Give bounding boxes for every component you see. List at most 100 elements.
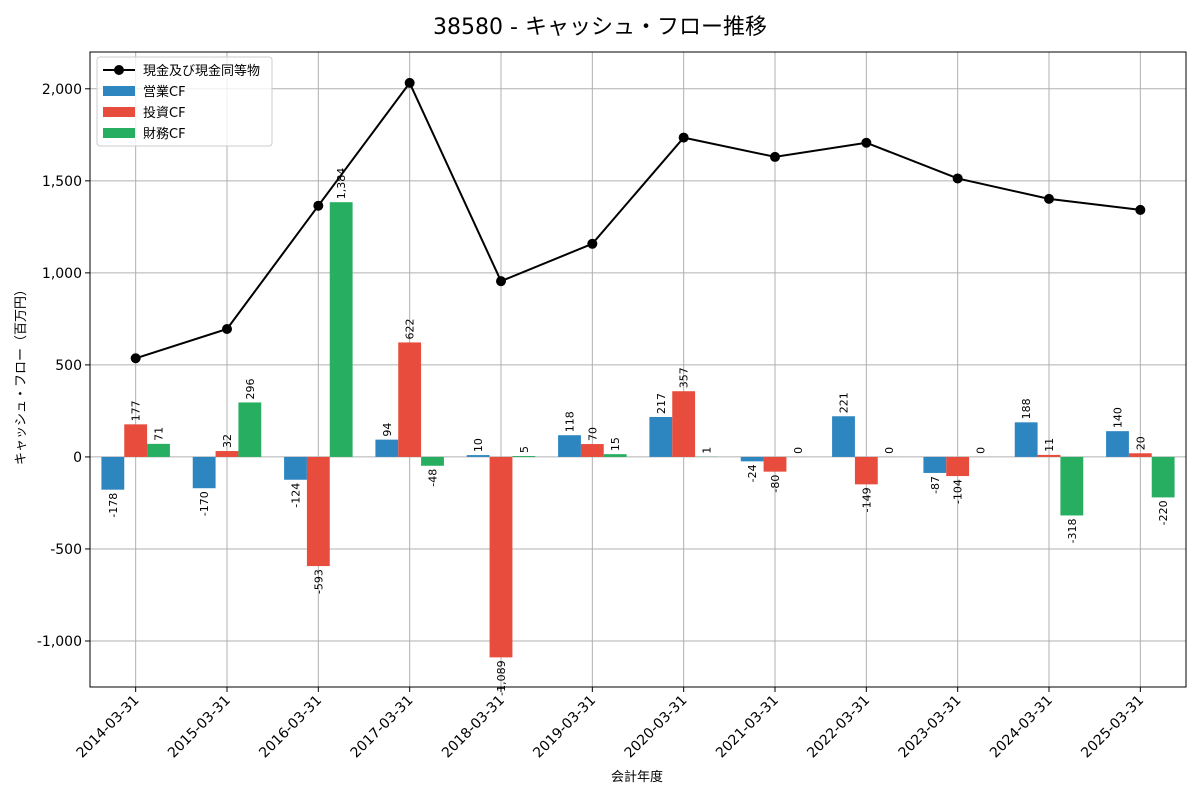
bar-value-label: -48: [427, 469, 440, 487]
bar-operating: [466, 455, 490, 457]
bar-financing: [512, 456, 536, 457]
bar-investing: [306, 456, 330, 567]
bar-value-label: 0: [975, 447, 988, 454]
x-tick-label: 2014-03-31: [74, 693, 143, 762]
cash-line-layer: [130, 77, 1146, 364]
y-axis: -1,000 -500 0 500 1,000 1,500 2,000: [37, 82, 90, 650]
y-tick-label: 500: [55, 358, 82, 374]
bar-operating: [740, 456, 764, 462]
bar-financing: [238, 402, 262, 457]
plot-frame: [89, 51, 1187, 688]
bar-value-label: -170: [198, 491, 211, 516]
bars: [101, 202, 1175, 658]
x-tick-label: 2025-03-31: [1078, 693, 1147, 762]
bar-value-label: -24: [746, 464, 759, 482]
cash-point: [1044, 193, 1054, 204]
bar-value-label: 357: [678, 367, 691, 388]
chart-title: 38580 - キャッシュ・フロー推移: [433, 15, 767, 40]
bar-value-label: 0: [883, 447, 896, 454]
bar-value-label: 5: [518, 446, 531, 453]
legend-bar-swatch: [103, 107, 135, 117]
x-tick-label: 2015-03-31: [165, 693, 234, 762]
bar-operating: [192, 456, 216, 489]
y-tick-label: 1,000: [42, 266, 82, 282]
bar-investing: [124, 424, 148, 457]
bar-operating: [923, 456, 947, 473]
bar-value-label: -149: [860, 487, 873, 512]
cash-point: [404, 77, 415, 88]
y-tick-label: 1,500: [42, 174, 82, 190]
cash-point: [222, 324, 232, 335]
x-tick-label: 2021-03-31: [713, 693, 782, 762]
bar-operating: [832, 416, 855, 457]
bar-value-label: -124: [290, 483, 303, 508]
bar-value-label: -178: [107, 493, 120, 518]
cash-point: [1135, 204, 1146, 215]
legend-label: 財務CF: [143, 127, 186, 142]
bar-operating: [101, 456, 125, 490]
bar-value-label: 177: [130, 400, 143, 421]
x-axis: 2014-03-31 2015-03-31 2016-03-31 2017-03-31…: [74, 687, 1147, 762]
legend-marker: [114, 65, 124, 75]
bar-value-label: 1: [701, 447, 714, 454]
x-tick-label: 2017-03-31: [348, 693, 417, 762]
y-tick-label: 2,000: [42, 82, 82, 98]
cash-point: [952, 173, 963, 184]
bar-value-label: 32: [221, 434, 234, 448]
bar-value-label: 15: [609, 437, 622, 451]
x-tick-label: 2016-03-31: [256, 693, 325, 762]
bar-value-label: 0: [792, 447, 805, 454]
y-tick-label: 0: [73, 450, 82, 466]
bar-value-label: -318: [1066, 518, 1079, 543]
bar-value-label: 10: [472, 438, 485, 452]
bar-financing: [147, 443, 170, 457]
legend-box: [96, 56, 273, 147]
bar-financing: [1151, 456, 1175, 498]
x-tick-label: 2018-03-31: [439, 693, 508, 762]
bar-value-label: 118: [564, 411, 577, 432]
bar-value-label: 71: [153, 427, 166, 441]
cash-point: [313, 200, 324, 211]
bar-investing: [1037, 454, 1061, 457]
grid: [90, 52, 1186, 687]
bar-operating: [558, 435, 581, 457]
bar-operating: [284, 456, 307, 480]
legend-bar-swatch: [103, 128, 135, 138]
y-tick-label: -500: [50, 542, 82, 558]
bar-value-label: 622: [404, 318, 417, 339]
bar-investing: [763, 456, 787, 472]
bar-investing: [1128, 453, 1152, 457]
y-tick-label: -1,000: [37, 634, 82, 650]
bar-investing: [580, 444, 604, 457]
y-axis-title: キャッシュ・フロー（百万円）: [14, 283, 29, 465]
bar-financing: [329, 202, 353, 457]
cash-point: [130, 353, 141, 364]
bar-financing: [421, 456, 444, 466]
bar-investing: [672, 391, 696, 457]
bar-value-label: -80: [769, 475, 782, 493]
bar-financing: [603, 454, 627, 457]
bar-investing: [489, 456, 513, 658]
bar-value-label: 296: [244, 378, 257, 399]
bar-investing: [946, 456, 970, 477]
bar-investing: [854, 456, 878, 485]
bar-value-label: 217: [655, 393, 668, 414]
bar-value-label: -220: [1157, 500, 1170, 525]
cash-point: [678, 132, 689, 143]
bar-value-label: -593: [312, 569, 325, 594]
bar-value-label: 140: [1112, 407, 1125, 428]
legend-bar-swatch: [103, 86, 135, 96]
bar-investing: [215, 451, 239, 457]
bar-value-label: 94: [381, 423, 394, 437]
cash-point: [770, 151, 780, 162]
bar-value-label: 188: [1020, 398, 1033, 419]
legend-label: 営業CF: [143, 84, 186, 100]
bar-value-label: 221: [838, 392, 851, 413]
bar-investing: [398, 342, 422, 457]
bar-financing: [1060, 456, 1084, 516]
x-axis-title: 会計年度: [611, 769, 663, 785]
bar-operating: [375, 439, 399, 457]
bar-value-label: 20: [1134, 436, 1147, 450]
x-tick-label: 2019-03-31: [530, 693, 599, 762]
